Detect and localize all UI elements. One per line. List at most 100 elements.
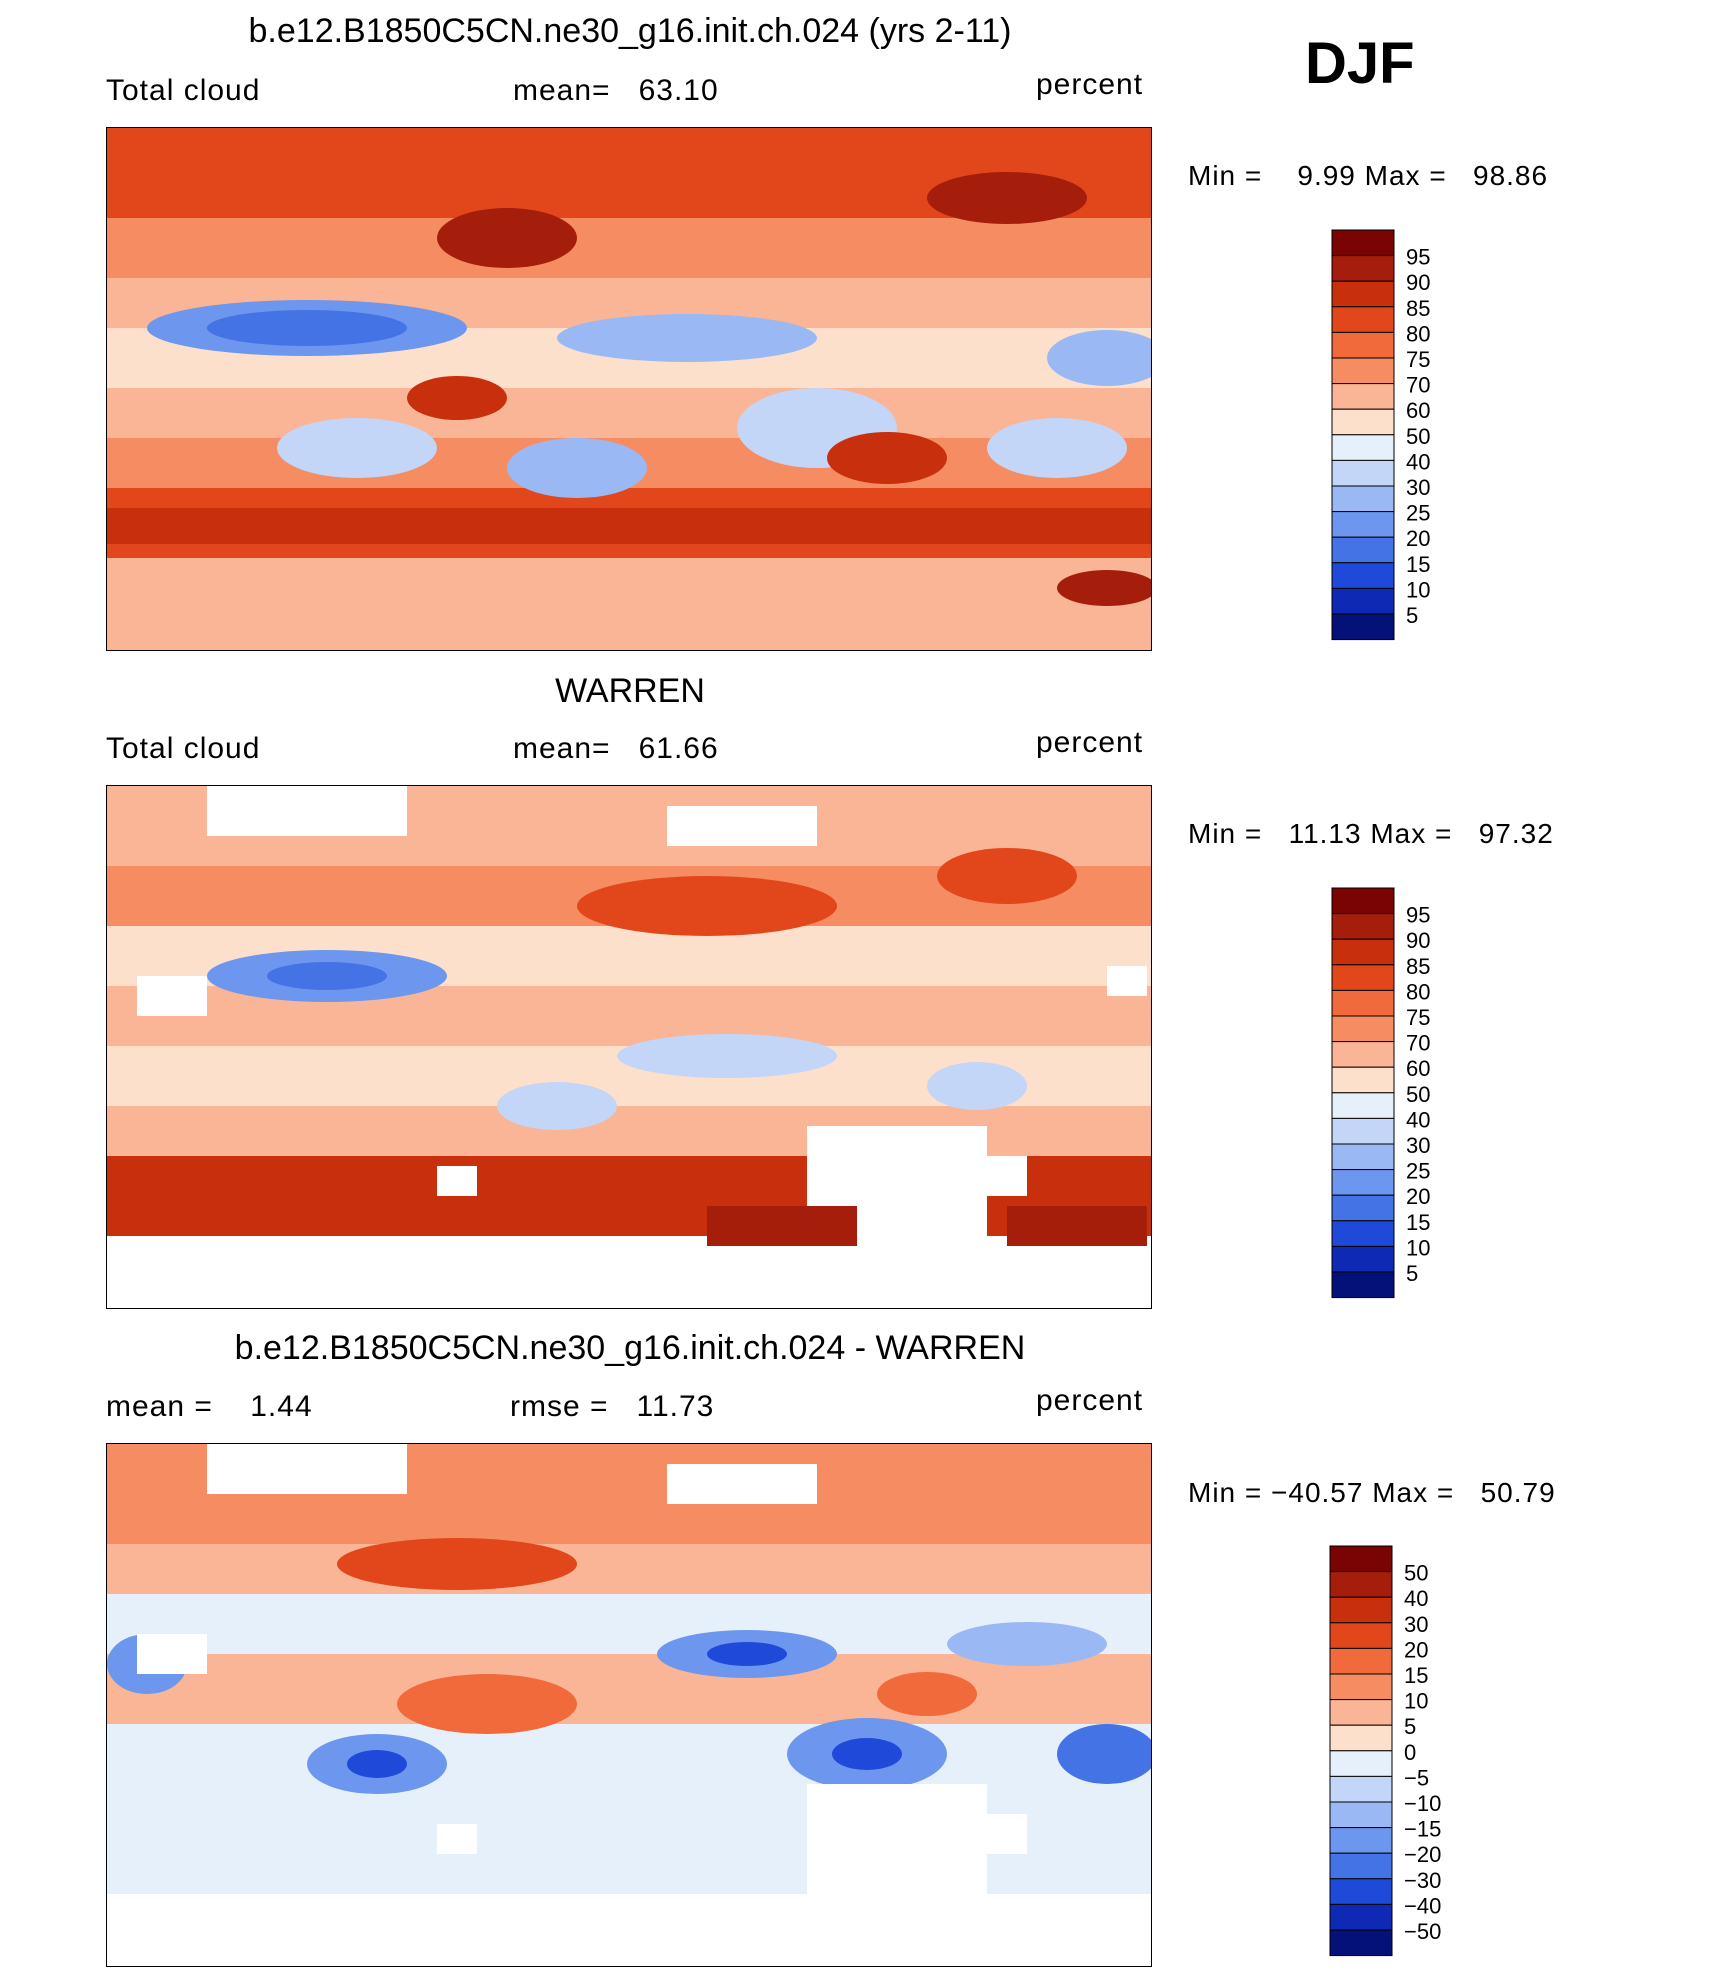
colorbar-box [1329, 1673, 1393, 1701]
panel2-mean-label: mean= 61.66 [513, 732, 719, 765]
colorbar-tick-label: 95 [1406, 245, 1430, 270]
colorbar-box [1329, 1622, 1393, 1649]
colorbar-tick-label: −40 [1404, 1893, 1441, 1918]
colorbar-box [1331, 1271, 1395, 1299]
colorbar-tick-label: −15 [1404, 1817, 1441, 1842]
colorbar-box [1331, 459, 1395, 487]
colorbar-tick-label: 15 [1406, 552, 1430, 577]
colorbar-tick-label: 80 [1406, 321, 1430, 346]
panel2-minmax: Min = 11.13 Max = 97.32 [1188, 818, 1554, 849]
colorbar-box [1329, 1571, 1393, 1598]
colorbar-box [1329, 1827, 1393, 1854]
colorbar-tick-label: 10 [1404, 1689, 1428, 1714]
colorbar-box [1329, 1929, 1393, 1957]
colorbar-tick-label: −10 [1404, 1791, 1441, 1816]
colorbar-tick-label: 60 [1406, 398, 1430, 423]
colorbar-tick-label: 25 [1406, 501, 1430, 526]
colorbar-box [1331, 331, 1395, 359]
colorbar-box [1331, 1143, 1395, 1171]
colorbar-box [1329, 1724, 1393, 1752]
colorbar-box [1331, 229, 1395, 257]
colorbar-box [1331, 1169, 1395, 1196]
colorbar-box [1331, 511, 1395, 538]
colorbar-box [1329, 1878, 1393, 1905]
colorbar-box [1331, 989, 1395, 1017]
colorbar-tick-label: −5 [1404, 1765, 1429, 1790]
colorbar-tick-label: 10 [1406, 1235, 1430, 1260]
colorbar-box [1331, 913, 1395, 940]
panel2-variable-label: Total cloud [106, 732, 261, 765]
colorbar-tick-label: 60 [1406, 1056, 1430, 1081]
colorbar-tick-label: 90 [1406, 928, 1430, 953]
colorbar-tick-label: −50 [1404, 1919, 1441, 1944]
colorbar-box [1331, 280, 1395, 308]
colorbar-tick-label: 30 [1404, 1612, 1428, 1637]
colorbar-tick-label: 5 [1406, 603, 1418, 628]
colorbar-tick-label: 80 [1406, 979, 1430, 1004]
colorbar-box [1329, 1801, 1393, 1829]
colorbar-box [1329, 1852, 1393, 1880]
colorbar-box [1331, 408, 1395, 436]
colorbar-tick-label: 20 [1404, 1637, 1428, 1662]
colorbar-tick-label: 0 [1404, 1740, 1416, 1765]
colorbar-box [1331, 613, 1395, 641]
colorbar-box [1331, 964, 1395, 991]
colorbar-box [1329, 1647, 1393, 1675]
colorbar-tick-label: 30 [1406, 475, 1430, 500]
panel3-rmse-label: rmse = 11.73 [510, 1390, 715, 1423]
colorbar-box [1331, 1245, 1395, 1273]
colorbar-box [1331, 434, 1395, 461]
colorbar-tick-label: 85 [1406, 954, 1430, 979]
colorbar-tick-label: 5 [1404, 1714, 1416, 1739]
colorbar-box [1331, 357, 1395, 385]
colorbar-tick-label: −30 [1404, 1868, 1441, 1893]
colorbar-box [1331, 1092, 1395, 1119]
colorbar-tick-label: 5 [1406, 1261, 1418, 1286]
panel1-variable-label: Total cloud [106, 74, 261, 107]
panel1-minmax: Min = 9.99 Max = 98.86 [1188, 160, 1549, 191]
panel3-units-label: percent [1036, 1384, 1144, 1417]
colorbar-box [1331, 306, 1395, 333]
colorbar-tick-label: 40 [1404, 1586, 1428, 1611]
colorbar-box [1329, 1699, 1393, 1726]
panel2-field [107, 786, 1151, 1308]
colorbar-box [1331, 1015, 1395, 1043]
colorbar-box [1331, 1117, 1395, 1145]
colorbar-tick-label: 50 [1406, 1082, 1430, 1107]
colorbar-tick-label: 20 [1406, 526, 1430, 551]
colorbar-tick-label: 15 [1404, 1663, 1428, 1688]
colorbar-tick-label: 90 [1406, 270, 1430, 295]
season-label: DJF [1305, 31, 1415, 96]
colorbar-box [1331, 887, 1395, 915]
colorbar-tick-label: 20 [1406, 1184, 1430, 1209]
colorbar-box [1331, 1041, 1395, 1068]
panel3-title: b.e12.B1850C5CN.ne30_g16.init.ch.024 - W… [234, 1329, 1026, 1367]
colorbar-tick-label: −20 [1404, 1842, 1441, 1867]
colorbar-tick-label: 75 [1406, 347, 1430, 372]
colorbar-box [1329, 1750, 1393, 1777]
colorbar-tick-label: 40 [1406, 449, 1430, 474]
panel1-mean-label: mean= 63.10 [513, 74, 719, 107]
colorbar-box [1331, 1220, 1395, 1247]
colorbar-tick-label: 95 [1406, 903, 1430, 928]
colorbar-tick-label: 50 [1406, 424, 1430, 449]
panel3-field [107, 1444, 1151, 1966]
panel1-title: b.e12.B1850C5CN.ne30_g16.init.ch.024 (yr… [248, 12, 1012, 50]
colorbar-box [1331, 485, 1395, 513]
colorbar-box [1329, 1903, 1393, 1931]
colorbar-tick-label: 50 [1404, 1561, 1428, 1586]
colorbar-tick-label: 75 [1406, 1005, 1430, 1030]
colorbar-tick-label: 15 [1406, 1210, 1430, 1235]
panel1-units-label: percent [1036, 68, 1144, 101]
colorbar-box [1331, 587, 1395, 615]
panel1-map [106, 127, 1152, 651]
colorbar-tick-label: 85 [1406, 296, 1430, 321]
colorbar-box [1329, 1596, 1393, 1624]
colorbar-tick-label: 70 [1406, 1031, 1430, 1056]
colorbar-box [1331, 938, 1395, 966]
colorbar-tick-label: 30 [1406, 1133, 1430, 1158]
panel3-minmax: Min = −40.57 Max = 50.79 [1188, 1477, 1556, 1508]
colorbar-tick-label: 40 [1406, 1107, 1430, 1132]
